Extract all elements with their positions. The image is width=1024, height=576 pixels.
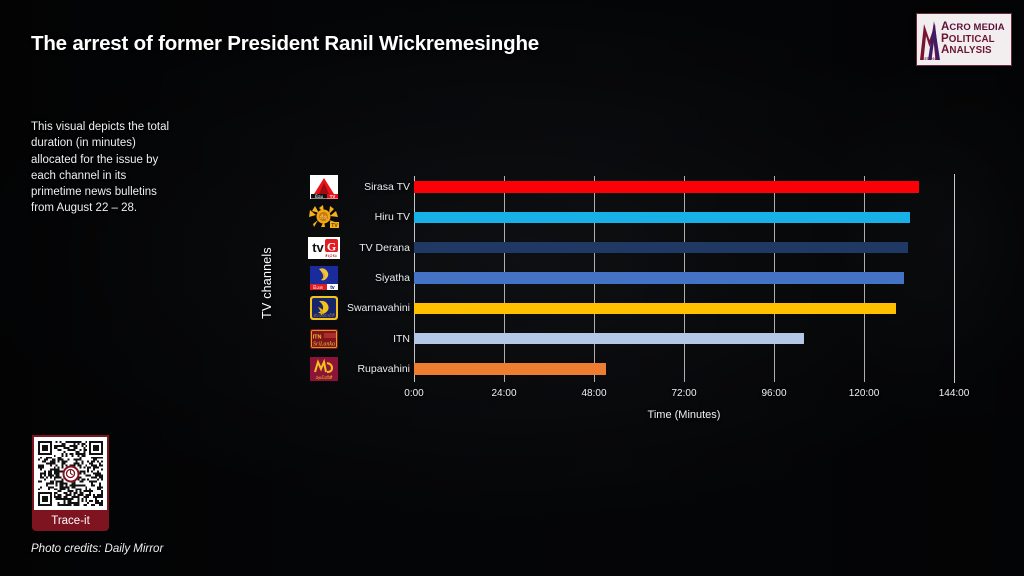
x-axis-tick-label: 48:00	[581, 388, 607, 399]
description-line: duration (in minutes)	[31, 137, 136, 150]
x-axis-tick-label: 144:00	[938, 388, 970, 399]
bar-hiru-tv[interactable]	[414, 211, 910, 224]
rupavahini-logo: රූපවාහිනී	[305, 356, 343, 382]
plot-area	[414, 173, 956, 383]
description-line: each channel in its	[31, 169, 127, 182]
channel-label-siyatha: Siyatha	[374, 271, 410, 284]
svg-text:SriLanka: SriLanka	[313, 341, 335, 347]
bar-row	[414, 174, 954, 200]
svg-text:tv: tv	[312, 240, 324, 255]
bars-group	[414, 174, 954, 382]
itn-sri-lanka-logo: ITN SriLanka	[305, 326, 343, 352]
svg-text:tv: tv	[330, 285, 335, 291]
x-axis-tick-label: 120:00	[848, 388, 880, 399]
photo-credits: Photo credits: Daily Mirror	[31, 543, 164, 555]
bar-tv-derana[interactable]	[414, 241, 908, 254]
bar-row	[414, 295, 954, 321]
description-line: from August 22 – 28.	[31, 202, 138, 215]
bar-rupavahini[interactable]	[414, 363, 606, 375]
svg-text:සිරස: සිරස	[315, 194, 323, 199]
bar-row	[414, 326, 954, 352]
brand-wordmark: ACRO MEDIA POLITICAL ANALYSIS	[941, 22, 1005, 57]
y-axis-title-text: TV channels	[260, 247, 274, 319]
svg-text:ITN: ITN	[313, 334, 322, 340]
x-axis-tick-label: 96:00	[761, 388, 787, 399]
svg-text:හිරු: හිරු	[320, 215, 328, 220]
trace-it-label[interactable]: Trace-it	[32, 511, 109, 531]
channel-label-sirasa-tv: Sirasa TV	[364, 181, 410, 193]
x-axis-ticks: 0:00 24:00 48:00 72:00 96:00 120:00 144:00	[404, 388, 969, 404]
page-title: The arrest of former President Ranil Wic…	[31, 32, 539, 55]
sirasa-tv-logo: සිරස TV	[305, 174, 343, 200]
trace-it-badge[interactable]: Trace-it	[32, 435, 109, 531]
channel-label-tv-derana: TV Derana	[359, 241, 410, 254]
svg-text:රූපවාහිනී: රූපවාහිනී	[316, 375, 333, 380]
channel-label-itn: ITN	[393, 332, 410, 345]
channel-label-hiru-tv: Hiru TV	[374, 211, 410, 224]
qr-code[interactable]	[32, 435, 109, 512]
bar-row	[414, 265, 954, 291]
y-axis-title: TV channels	[258, 218, 276, 348]
swarnavahini-logo: ස්වර්ණවාහිනී	[305, 295, 343, 321]
brand-m-a-mark-icon: EST. 2013	[919, 18, 945, 62]
qr-center-logo-icon	[62, 465, 79, 482]
bar-swarnavahini[interactable]	[414, 302, 897, 315]
brand-line-2: POLITICAL	[941, 32, 995, 45]
svg-text:TV: TV	[330, 194, 336, 199]
channel-label-swarnavahini: Swarnavahini	[346, 302, 410, 315]
svg-text:ස්වර්ණවාහිනී: ස්වර්ණවාහිනී	[314, 314, 335, 318]
channel-logo-column: සිරස TV හිරු TV tv G දෙරණ සියත tv ස්වර්ණවාහිනී ITN…	[305, 174, 343, 382]
brand-line-1: ACRO MEDIA	[941, 21, 1005, 34]
bar-itn[interactable]	[414, 332, 804, 345]
channel-label-rupavahini: Rupavahini	[357, 362, 410, 375]
svg-text:දෙරණ: දෙරණ	[325, 253, 337, 259]
x-axis-tick-label: 24:00	[491, 388, 517, 399]
description-line: primetime news bulletins	[31, 186, 157, 199]
svg-text:TV: TV	[331, 223, 338, 229]
description-line: This visual depicts the total	[31, 121, 170, 133]
brand-est-text: EST. 2013	[922, 56, 939, 61]
channel-label-column: Sirasa TV Hiru TV TV Derana Siyatha Swarnava…	[346, 174, 410, 382]
macro-media-political-analysis-logo: EST. 2013 ACRO MEDIA POLITICAL ANALYSIS	[916, 13, 1012, 66]
x-axis-title: Time (Minutes)	[647, 409, 721, 421]
description-line: allocated for the issue by	[31, 153, 159, 166]
bar-row	[414, 356, 954, 382]
bar-siyatha[interactable]	[414, 272, 905, 284]
siyatha-tv-logo: සියත tv	[305, 265, 343, 291]
brand-line-3: ANALYSIS	[941, 44, 992, 57]
svg-text:G: G	[327, 239, 336, 253]
x-axis-tick-label: 0:00	[404, 388, 424, 399]
gridline	[954, 173, 956, 383]
svg-text:සියත: සියත	[313, 285, 323, 290]
bar-row	[414, 204, 954, 230]
hiru-tv-logo: හිරු TV	[305, 204, 343, 230]
bar-sirasa-tv[interactable]	[414, 181, 919, 193]
bar-chart: TV channels සිරස TV හිරු TV tv G දෙරණ සියත tv ස්ව…	[258, 168, 978, 433]
bar-row	[414, 235, 954, 261]
description-text: This visual depicts the total duration (…	[31, 119, 211, 217]
tv-derana-logo: tv G දෙරණ	[305, 235, 343, 261]
x-axis-tick-label: 72:00	[671, 388, 697, 399]
